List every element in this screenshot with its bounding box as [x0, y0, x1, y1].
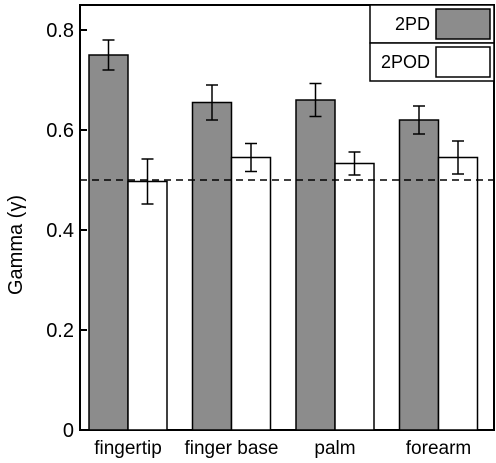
- y-axis-title: Gamma (γ): [5, 195, 27, 295]
- bar-2POD-0: [127, 180, 168, 431]
- legend-swatch-1: [435, 46, 491, 78]
- y-tick-label-3: 0.6: [46, 120, 74, 142]
- x-tick-label-3: forearm: [406, 438, 471, 459]
- bar-2PD-3: [398, 119, 440, 431]
- bar-2POD-1: [230, 156, 272, 431]
- legend-label-0: 2PD: [395, 14, 430, 34]
- x-tick-label-0: fingertip: [94, 438, 162, 459]
- y-tick-label-0: 0: [63, 420, 74, 442]
- y-tick-label-2: 0.4: [46, 220, 74, 242]
- bar-2PD-0: [88, 54, 129, 431]
- bar-2POD-2: [334, 162, 375, 431]
- plot-frame: [79, 4, 495, 431]
- bar-2POD-3: [437, 156, 479, 431]
- x-tick-label-1: finger base: [184, 438, 278, 459]
- bar-2PD-2: [295, 99, 336, 431]
- legend-swatch-0: [435, 8, 491, 40]
- bar-2PD-1: [191, 101, 233, 431]
- legend-label-1: 2POD: [381, 52, 430, 72]
- y-tick-label-4: 0.8: [46, 20, 74, 42]
- y-tick-label-1: 0.2: [46, 320, 74, 342]
- x-tick-label-2: palm: [314, 438, 355, 459]
